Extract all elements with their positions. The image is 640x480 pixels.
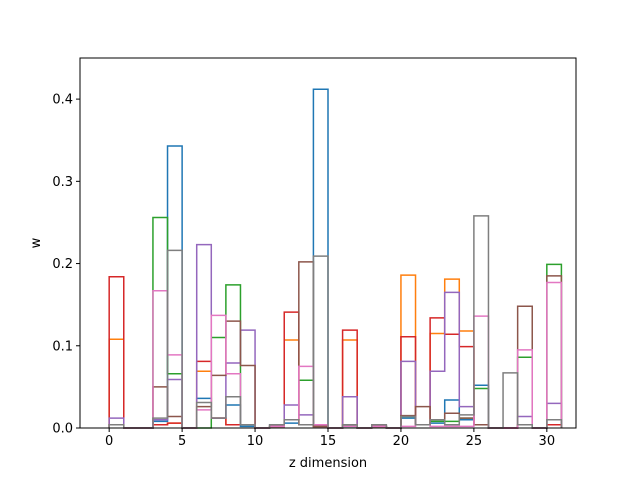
x-tick-label: 5 <box>178 434 186 449</box>
y-tick-label: 0.4 <box>52 93 73 108</box>
x-tick-label: 20 <box>393 434 410 449</box>
x-tick-label: 15 <box>320 434 337 449</box>
y-tick-label: 0.0 <box>52 422 73 437</box>
x-axis-label: z dimension <box>289 456 367 471</box>
y-tick-label: 0.1 <box>52 339 73 354</box>
x-axis-ticks: 0 5 10 15 20 25 30 <box>105 428 555 449</box>
x-tick-label: 10 <box>247 434 264 449</box>
y-axis-ticks: 0.0 0.1 0.2 0.3 0.4 <box>52 93 80 437</box>
x-tick-label: 30 <box>539 434 556 449</box>
x-tick-label: 0 <box>105 434 113 449</box>
y-axis-label: w <box>29 237 44 248</box>
y-tick-label: 0.3 <box>52 175 73 190</box>
y-tick-label: 0.2 <box>52 257 73 272</box>
x-tick-label: 25 <box>466 434 483 449</box>
